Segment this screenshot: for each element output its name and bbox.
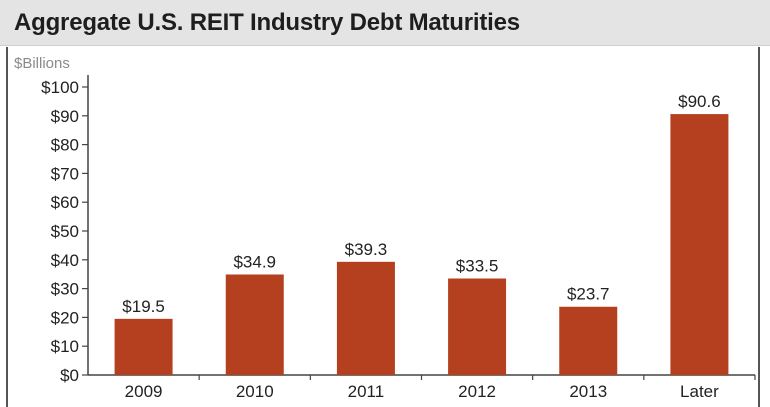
y-tick-label: $60 xyxy=(51,193,79,212)
x-tick-label: 2010 xyxy=(236,382,274,400)
y-tick-label: $30 xyxy=(51,280,79,299)
y-tick-label: $90 xyxy=(51,107,79,126)
x-tick-label: 2013 xyxy=(569,382,607,400)
y-tick-label: $100 xyxy=(41,78,79,97)
bar xyxy=(559,306,618,375)
bar-data-label: $23.7 xyxy=(567,285,610,304)
y-tick-label: $50 xyxy=(51,222,79,241)
y-tick-label: $70 xyxy=(51,164,79,183)
chart-title: Aggregate U.S. REIT Industry Debt Maturi… xyxy=(14,9,520,36)
bar xyxy=(448,278,507,375)
y-tick-label: $20 xyxy=(51,308,79,327)
y-tick-label: $10 xyxy=(51,337,79,356)
bar xyxy=(225,274,284,375)
chart-border xyxy=(6,47,760,407)
bar-data-label: $90.6 xyxy=(678,92,721,111)
bar xyxy=(670,114,729,376)
y-tick-label: $80 xyxy=(51,136,79,155)
bar-data-label: $33.5 xyxy=(456,257,499,276)
bar-data-label: $34.9 xyxy=(233,252,276,271)
x-tick-label: Later xyxy=(680,382,719,400)
bar xyxy=(336,261,395,375)
y-axis-label: $Billions xyxy=(14,55,70,72)
bar-data-label: $39.3 xyxy=(345,240,388,259)
x-tick-label: 2009 xyxy=(125,382,163,400)
x-tick-label: 2011 xyxy=(348,382,385,400)
x-tick-label: 2012 xyxy=(458,382,496,400)
title-band: Aggregate U.S. REIT Industry Debt Maturi… xyxy=(0,0,770,46)
y-tick-label: $0 xyxy=(60,366,79,385)
y-tick-label: $40 xyxy=(51,251,79,270)
bar-data-label: $19.5 xyxy=(122,297,165,316)
bar xyxy=(114,318,173,375)
